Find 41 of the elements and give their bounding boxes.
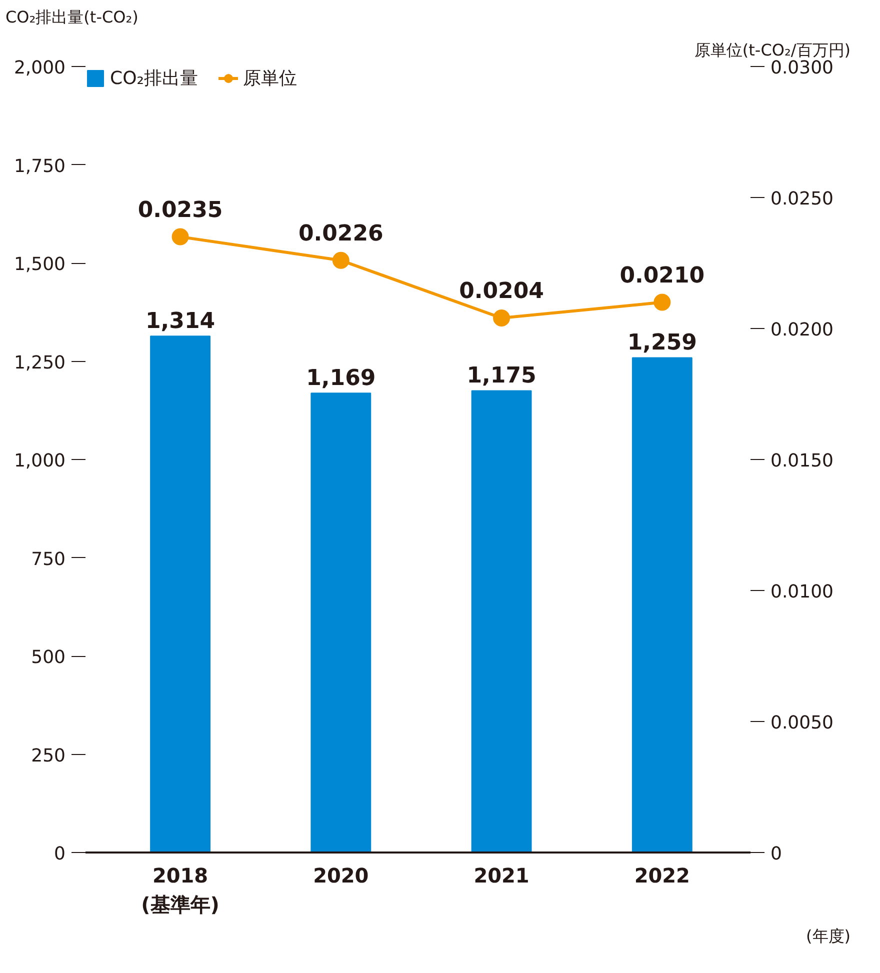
data-label: 1,259	[627, 330, 697, 356]
x-tick-label: 2022	[634, 864, 690, 888]
y-tick-label: 2,000	[14, 58, 66, 78]
y2-tick-label: 0.0300	[770, 58, 834, 78]
point	[654, 294, 671, 311]
y-tick-label: 0	[54, 844, 66, 864]
data-label: 1,169	[306, 366, 376, 392]
data-label: 1,175	[466, 364, 536, 389]
y2-tick-label: 0	[770, 844, 782, 864]
x-tick-label: 2021	[474, 864, 530, 888]
data-label: 0.0204	[459, 279, 544, 304]
y-tick-label: 1,000	[14, 450, 66, 472]
y-tick-label: 1,250	[14, 352, 66, 374]
point	[332, 252, 350, 269]
bar	[632, 357, 692, 852]
data-label: 1,314	[145, 309, 216, 334]
point	[172, 228, 189, 246]
data-label: 0.0210	[620, 263, 705, 288]
y2-axis-title: 原単位(t-CO₂/百万円)	[694, 40, 851, 60]
y2-tick-label: 0.0100	[770, 582, 834, 602]
y2-tick-label: 0.0200	[770, 320, 834, 340]
bar	[471, 390, 532, 852]
y2-tick-label: 0.0050	[770, 712, 834, 734]
bar	[310, 392, 372, 852]
y-tick-label: 250	[31, 745, 66, 766]
y2-tick-label: 0.0250	[770, 188, 834, 210]
point	[493, 310, 510, 327]
y-tick-label: 1,500	[14, 254, 66, 275]
y-tick-label: 1,750	[14, 156, 66, 177]
x-tick-label: 2018 (基準年)	[141, 864, 220, 916]
x-axis-title: (年度)	[806, 926, 850, 946]
bar	[150, 336, 210, 852]
y-axis-title: CO₂排出量(t-CO₂)	[6, 8, 138, 26]
legend-label: CO₂排出量	[110, 67, 198, 90]
y2-tick-label: 0.0150	[770, 450, 834, 472]
y-tick-label: 500	[31, 647, 66, 668]
x-tick-label: 2020	[313, 864, 369, 888]
legend-label: 原単位	[242, 67, 297, 90]
data-label: 0.0226	[298, 221, 384, 246]
data-label: 0.0235	[138, 198, 223, 223]
y-tick-label: 750	[31, 548, 66, 570]
